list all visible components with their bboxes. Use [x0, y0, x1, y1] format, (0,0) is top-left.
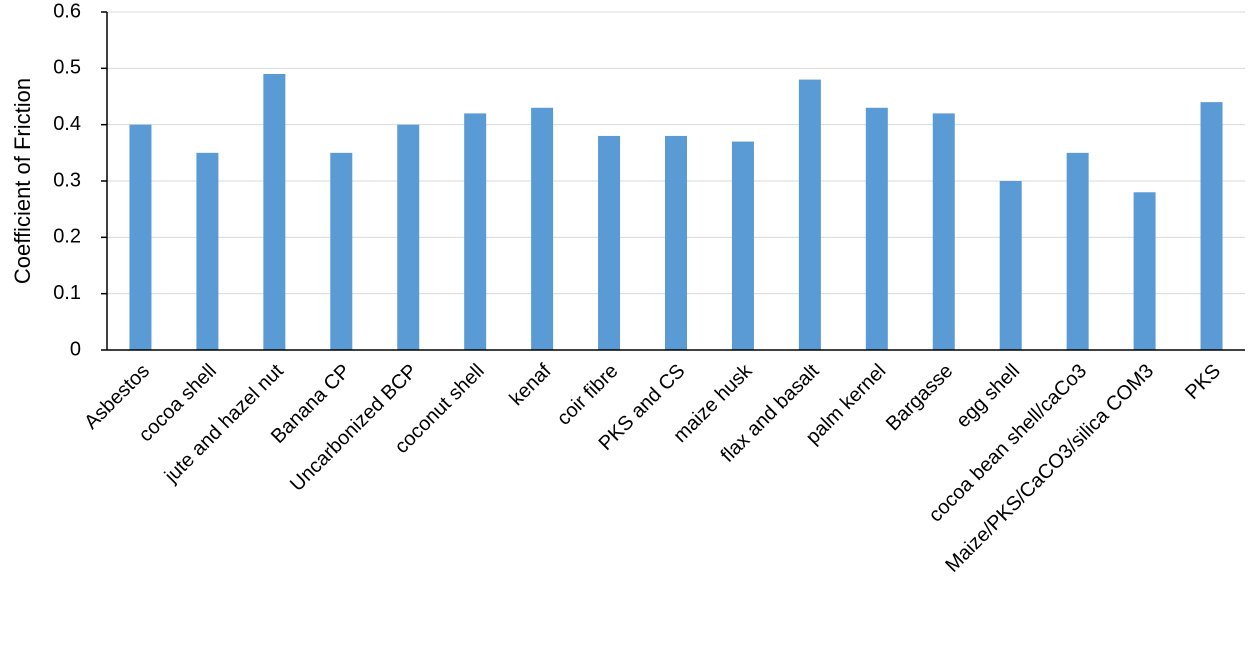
- bar: [999, 181, 1022, 350]
- y-tick-label: 0.2: [53, 226, 81, 248]
- y-tick-label: 0.4: [53, 113, 81, 135]
- x-tick-label: jute and hazel nut: [160, 360, 288, 488]
- bar: [1066, 152, 1089, 350]
- bar: [397, 124, 420, 351]
- bar: [731, 141, 754, 350]
- bar: [129, 124, 152, 351]
- y-tick-label: 0: [70, 338, 81, 360]
- y-axis-title: Coefficient of Friction: [10, 78, 35, 284]
- bar: [263, 73, 286, 350]
- bar: [531, 107, 554, 351]
- bar: [464, 113, 487, 351]
- bar: [665, 135, 687, 350]
- x-tick-label: coir fibre: [553, 360, 623, 430]
- y-tick-label: 0.1: [53, 282, 81, 304]
- x-tick-label: Uncarbonized BCP: [286, 360, 422, 496]
- x-tick-label: Bargasse: [882, 360, 957, 435]
- y-tick-label: 0.6: [53, 0, 81, 22]
- bar: [932, 113, 955, 351]
- bar: [1200, 102, 1223, 350]
- bar: [598, 135, 621, 350]
- bar: [1133, 192, 1156, 350]
- bar: [330, 152, 353, 350]
- y-tick-label: 0.3: [53, 169, 81, 191]
- bar: [865, 107, 888, 351]
- bar: [196, 152, 219, 350]
- x-tick-label: PKS: [1181, 360, 1225, 404]
- x-tick-label: kenaf: [505, 360, 555, 410]
- bar: [798, 79, 821, 350]
- y-tick-label: 0.5: [53, 57, 81, 79]
